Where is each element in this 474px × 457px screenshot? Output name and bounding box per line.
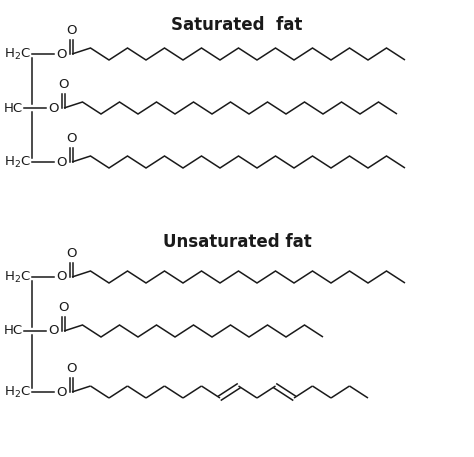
Text: O: O	[59, 301, 69, 314]
Text: O: O	[67, 362, 77, 375]
Text: O: O	[67, 24, 77, 37]
Text: H$_2$C: H$_2$C	[4, 154, 31, 170]
Text: H$_2$C: H$_2$C	[4, 384, 31, 399]
Text: HC: HC	[4, 324, 23, 338]
Text: O: O	[56, 271, 66, 283]
Text: O: O	[59, 78, 69, 91]
Text: O: O	[56, 386, 66, 399]
Text: H$_2$C: H$_2$C	[4, 270, 31, 285]
Text: O: O	[48, 101, 58, 115]
Text: O: O	[67, 132, 77, 145]
Text: H$_2$C: H$_2$C	[4, 47, 31, 62]
Text: O: O	[48, 324, 58, 338]
Text: HC: HC	[4, 101, 23, 115]
Text: Saturated  fat: Saturated fat	[171, 16, 303, 34]
Text: Unsaturated fat: Unsaturated fat	[163, 233, 311, 251]
Text: O: O	[56, 48, 66, 60]
Text: O: O	[56, 155, 66, 169]
Text: O: O	[67, 247, 77, 260]
